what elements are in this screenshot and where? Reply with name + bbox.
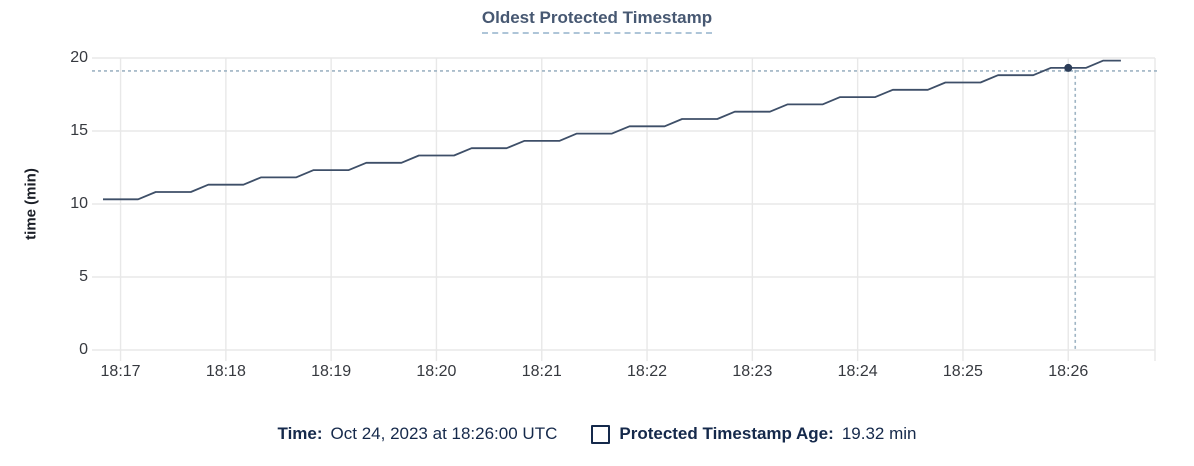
x-tick-label: 18:26 <box>1048 363 1089 380</box>
x-tick-label: 18:23 <box>732 363 773 380</box>
legend-time-label: Time: <box>277 424 323 443</box>
x-tick-label: 18:24 <box>837 363 878 380</box>
legend-series-value: 19.32 min <box>841 424 917 443</box>
legend: Time: Oct 24, 2023 at 18:26:00 UTC Prote… <box>0 420 1194 448</box>
x-tick-label: 18:25 <box>942 363 983 380</box>
y-tick-label: 0 <box>79 341 88 358</box>
x-tick-label: 18:17 <box>100 363 141 380</box>
series-line <box>103 59 1121 201</box>
y-axis-label: time (min) <box>22 168 40 240</box>
y-tick-label: 15 <box>70 122 88 139</box>
legend-series-label: Protected Timestamp Age: <box>619 424 834 443</box>
x-tick-label: 18:22 <box>627 363 668 380</box>
title-row: Oldest Protected Timestamp <box>0 8 1194 34</box>
legend-time-value: Oct 24, 2023 at 18:26:00 UTC <box>330 424 558 443</box>
y-tick-label: 20 <box>70 49 88 66</box>
series-toggle-checkbox[interactable] <box>591 424 611 444</box>
x-tick-label: 18:19 <box>311 363 352 380</box>
y-tick-label: 5 <box>79 268 88 285</box>
x-tick-label: 18:20 <box>416 363 457 380</box>
y-tick-label: 10 <box>70 195 88 212</box>
hover-point-marker <box>1064 63 1073 72</box>
x-tick-label: 18:18 <box>205 363 246 380</box>
line-chart-svg[interactable] <box>0 0 1194 410</box>
chart-title[interactable]: Oldest Protected Timestamp <box>481 8 713 34</box>
x-tick-label: 18:21 <box>521 363 562 380</box>
